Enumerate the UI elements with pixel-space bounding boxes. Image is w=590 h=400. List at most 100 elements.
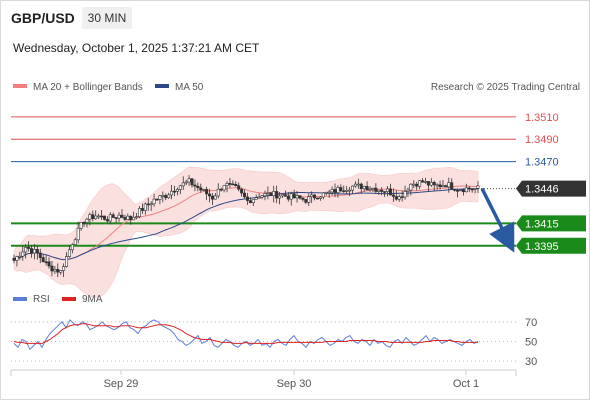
candle-body	[167, 194, 171, 199]
candle-body	[386, 188, 390, 192]
candle-body	[412, 183, 416, 186]
candle-body	[409, 183, 413, 191]
level-label: 1.3470	[525, 157, 559, 169]
candle-body	[327, 191, 331, 194]
candle-body	[333, 189, 337, 193]
candle-body	[67, 249, 71, 257]
candle-body	[41, 257, 45, 263]
source-label: Research © 2025 Trading Central	[431, 82, 580, 93]
candle-body	[476, 185, 480, 189]
candle-body	[342, 190, 346, 193]
candle-body	[298, 195, 302, 199]
candle-body	[32, 249, 36, 254]
time-axis: Sep 29 Sep 30 Oct 1	[104, 370, 479, 390]
candle-body	[105, 219, 109, 222]
candle-body	[56, 269, 60, 273]
candle-body	[257, 196, 261, 199]
candle-body	[315, 197, 319, 200]
candle-body	[210, 195, 214, 200]
candle-body	[380, 189, 384, 192]
candle-body	[260, 195, 264, 198]
timeframe-badge[interactable]: 30 MIN	[82, 7, 132, 29]
candle-body	[269, 192, 273, 197]
candle-body	[228, 183, 232, 185]
current-price-label: 1.3446	[525, 184, 559, 196]
candle-body	[473, 188, 477, 190]
candle-body	[356, 183, 360, 186]
candlesticks	[12, 175, 480, 278]
candle-body	[146, 203, 150, 206]
level-label: 1.3490	[525, 134, 559, 146]
time-tick-label: Sep 29	[104, 378, 139, 390]
candle-body	[318, 196, 322, 199]
candle-body	[435, 184, 439, 187]
candle-body	[324, 191, 328, 194]
candle-body	[263, 193, 267, 197]
candle-body	[155, 198, 159, 201]
candle-body	[453, 188, 457, 191]
candle-body	[339, 187, 343, 192]
candle-body	[79, 222, 83, 229]
rsi-tick-label: 70	[525, 317, 537, 329]
candle-body	[234, 184, 238, 187]
candle-body	[251, 198, 255, 204]
candle-body	[35, 249, 39, 254]
candle-body	[100, 215, 104, 218]
candle-body	[423, 181, 427, 183]
candle-body	[266, 192, 270, 195]
current-price-tag	[516, 180, 586, 197]
support-tag	[516, 215, 586, 232]
candle-body	[24, 246, 28, 253]
candle-body	[85, 218, 89, 223]
candle-body	[421, 180, 425, 183]
candle-body	[38, 252, 42, 258]
candle-body	[59, 270, 63, 273]
candle-body	[368, 188, 372, 191]
candle-body	[47, 261, 51, 267]
rsi_ma-line	[13, 323, 478, 344]
candle-body	[292, 193, 296, 199]
candle-body	[444, 185, 448, 188]
candle-body	[388, 188, 392, 196]
candle-body	[450, 182, 454, 190]
rsi-tick-label: 30	[525, 356, 537, 368]
rsi-legend-swatch	[13, 297, 27, 301]
candle-body	[467, 187, 471, 190]
candle-body	[143, 203, 147, 211]
rsi-ma-legend-label: 9MA	[82, 294, 103, 305]
candle-body	[187, 178, 191, 183]
candle-body	[216, 188, 220, 197]
candle-body	[418, 180, 422, 187]
candle-body	[432, 182, 436, 186]
candle-body	[447, 182, 451, 188]
level-label: 1.3415	[525, 218, 559, 230]
candle-body	[12, 257, 16, 261]
support-tag	[516, 237, 586, 254]
candle-body	[351, 185, 355, 191]
candle-body	[158, 195, 162, 200]
candle-body	[377, 189, 381, 192]
symbol-title: GBP/USD	[11, 10, 75, 26]
candle-body	[137, 208, 141, 217]
candle-body	[330, 189, 334, 193]
bollinger-band-area	[13, 166, 479, 298]
datetime-label: Wednesday, October 1, 2025 1:37:21 AM CE…	[13, 41, 260, 55]
ma50-legend-label: MA 50	[175, 82, 204, 93]
candle-body	[383, 191, 387, 193]
candle-body	[310, 194, 314, 197]
candle-body	[278, 195, 282, 199]
level-label: 1.3395	[525, 241, 559, 253]
candle-body	[456, 190, 460, 192]
candle-body	[438, 184, 442, 188]
candle-body	[397, 196, 401, 200]
time-tick-label: Oct 1	[453, 378, 479, 390]
candle-body	[321, 192, 325, 198]
candle-body	[429, 182, 433, 186]
candle-body	[184, 181, 188, 184]
bollinger-bands	[13, 166, 479, 298]
candle-body	[21, 251, 25, 257]
candle-body	[359, 183, 363, 190]
candle-body	[88, 214, 92, 220]
candle-body	[240, 188, 244, 194]
candle-body	[283, 194, 287, 197]
